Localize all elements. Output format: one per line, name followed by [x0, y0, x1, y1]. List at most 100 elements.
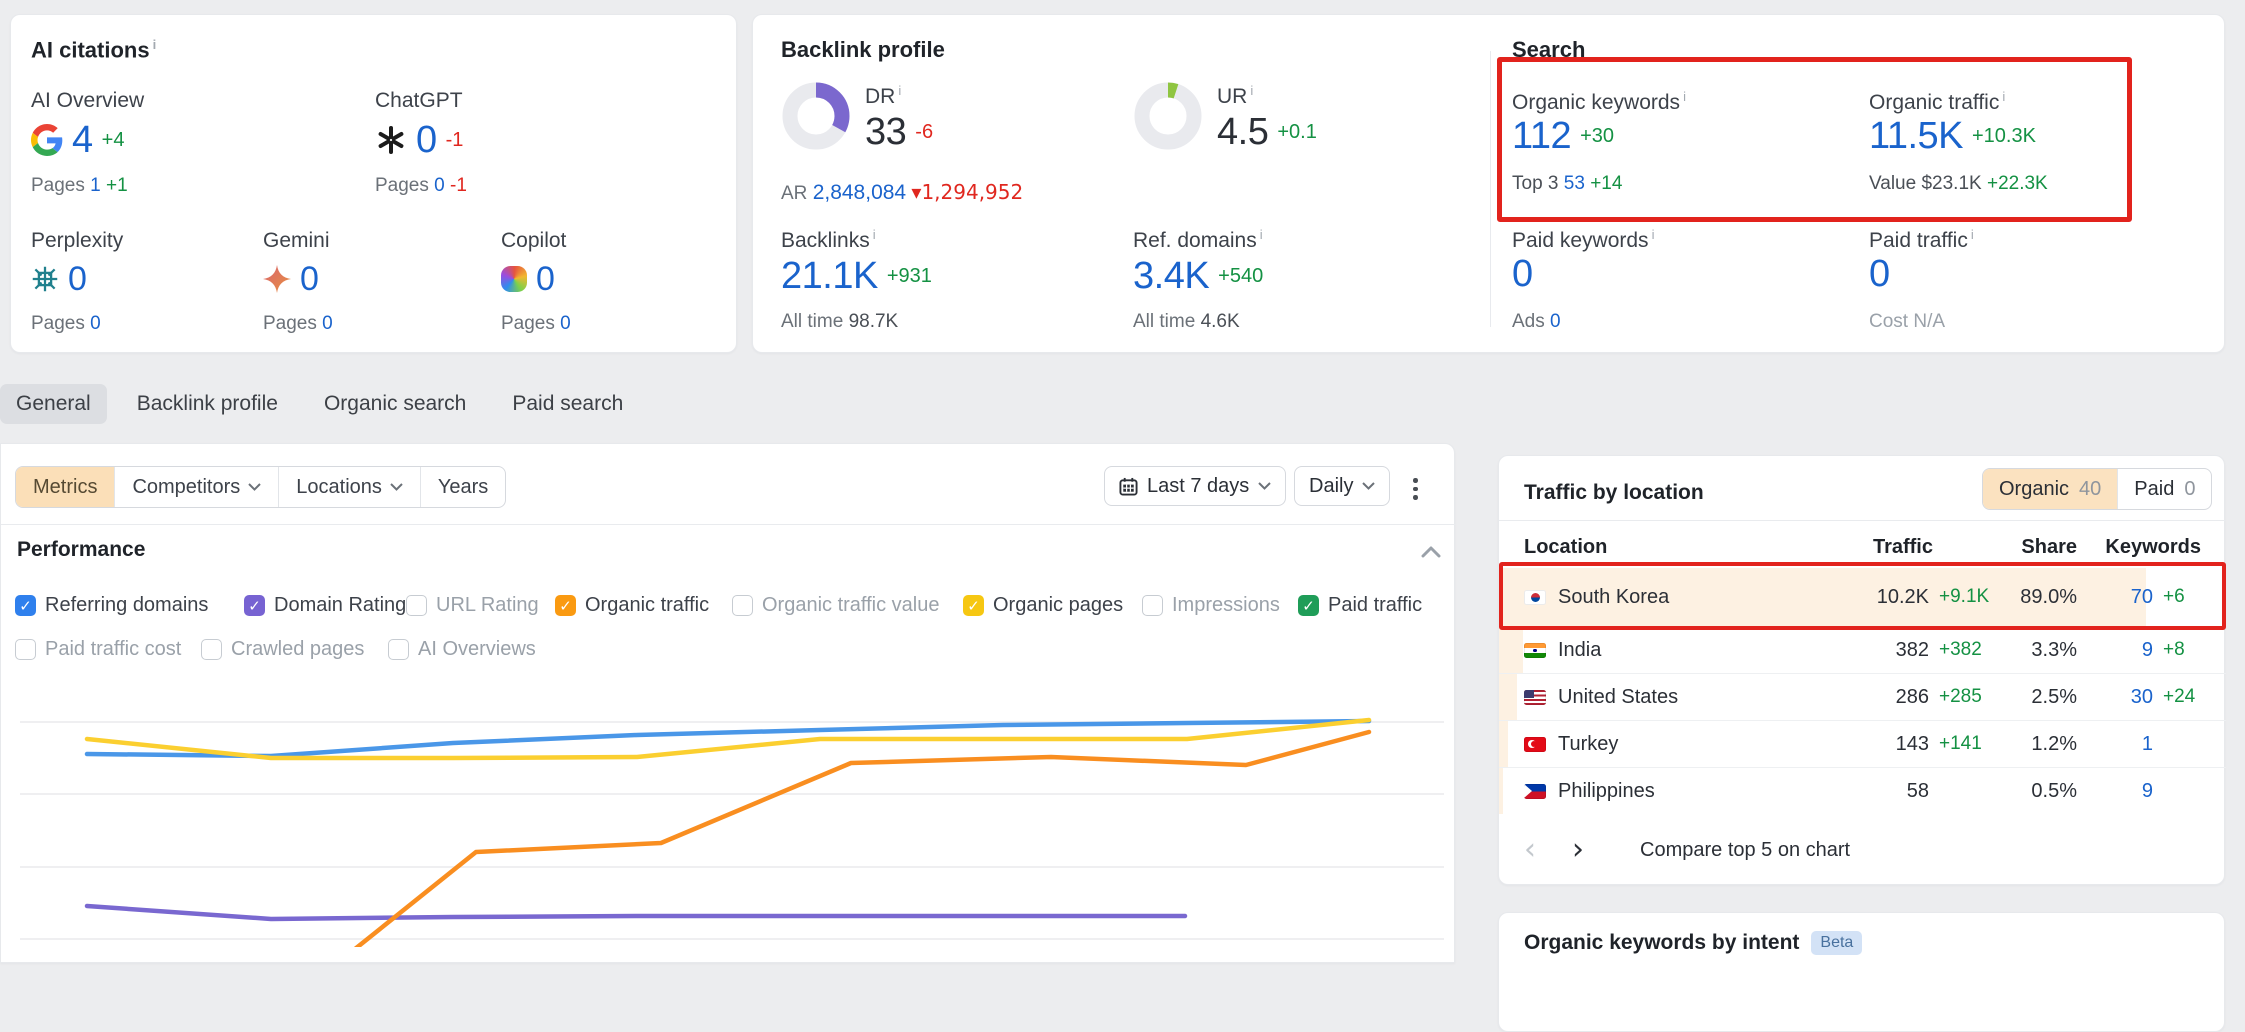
metric-checkbox-url-rating[interactable]: URL Rating	[406, 594, 539, 617]
metric-checkbox-ai-overviews[interactable]: AI Overviews	[388, 638, 536, 661]
info-icon[interactable]	[1250, 83, 1253, 98]
chevron-down-icon	[248, 483, 261, 491]
info-icon[interactable]	[1260, 227, 1263, 242]
date-range-button[interactable]: Last 7 days	[1104, 466, 1287, 506]
calendar-icon	[1119, 477, 1138, 496]
organic-paid-toggle: Organic 40 Paid 0	[1982, 468, 2213, 510]
organic-keywords-value[interactable]: 112	[1512, 115, 1572, 157]
organic-keywords-intent-card: Organic keywords by intent Beta	[1498, 912, 2225, 1032]
traffic-table-header: Location Traffic Share Keywords	[1524, 535, 2201, 558]
organic-traffic-label: Organic traffic	[1869, 89, 2005, 115]
table-row-turkey[interactable]: Turkey 143 +141 1.2% 1	[1499, 720, 2226, 767]
metric-checkbox-crawled-pages[interactable]: Crawled pages	[201, 638, 364, 661]
report-segments: Metrics Competitors Locations Years	[15, 466, 507, 508]
segment-metrics[interactable]: Metrics	[16, 467, 115, 507]
table-row-philippines[interactable]: Philippines 58 0.5% 9	[1499, 767, 2226, 814]
dr-metric: 33 -6	[865, 111, 933, 154]
metric-checkbox-paid-traffic-cost[interactable]: Paid traffic cost	[15, 638, 181, 661]
card-divider	[1499, 520, 2226, 521]
table-row-south-korea[interactable]: South Korea 10.2K +9.1K 89.0% 70 +6	[1499, 568, 2226, 626]
copilot-value[interactable]: 0	[536, 259, 555, 298]
ai-overview-pages: Pages 1 +1	[31, 175, 128, 196]
ur-donut-chart	[1134, 82, 1202, 150]
compare-top5-link[interactable]: Compare top 5 on chart	[1640, 838, 1851, 861]
tab-general[interactable]: General	[0, 384, 107, 424]
chevron-down-icon	[1362, 482, 1376, 490]
ai-overview-value[interactable]: 4	[72, 118, 93, 161]
top3-row: Top 3 53 +14	[1512, 173, 1623, 194]
granularity-button[interactable]: Daily	[1294, 466, 1391, 506]
copilot-pages: Pages 0	[501, 313, 571, 334]
table-row-india[interactable]: India 382 +382 3.3% 9 +8	[1499, 626, 2226, 673]
overview-tabs: General Backlink profile Organic search …	[0, 384, 639, 424]
ar-value[interactable]: 2,848,084	[812, 181, 907, 204]
chatgpt-delta: -1	[445, 128, 464, 151]
ar-row: AR 2,848,084 ▾1,294,952	[781, 180, 1024, 204]
segment-years[interactable]: Years	[419, 467, 505, 507]
share-fill-bar	[1499, 568, 2147, 626]
gemini-metric: 0	[263, 257, 319, 301]
metric-checkbox-paid-traffic[interactable]: Paid traffic	[1298, 594, 1422, 617]
prev-page-chevron-icon[interactable]: ‹	[1524, 832, 1536, 867]
ur-delta: +0.1	[1277, 121, 1317, 143]
backlink-profile-title: Backlink profile	[781, 37, 945, 62]
gemini-value[interactable]: 0	[300, 259, 319, 298]
info-icon[interactable]	[873, 227, 876, 242]
collapse-chevron-up-icon[interactable]	[1421, 546, 1441, 558]
next-page-chevron-icon[interactable]: ›	[1572, 832, 1584, 867]
toggle-organic[interactable]: Organic 40	[1983, 469, 2118, 509]
tab-organic-search[interactable]: Organic search	[323, 392, 467, 415]
gemini-icon	[263, 265, 291, 293]
ref-domains-delta: +540	[1218, 265, 1264, 287]
ai-citations-title: AI citations	[31, 37, 156, 63]
ai-overview-label: AI Overview	[31, 89, 145, 112]
traffic-table-body: South Korea 10.2K +9.1K 89.0% 70 +6 Indi…	[1499, 568, 2226, 814]
info-icon[interactable]	[1652, 227, 1655, 242]
ref-domains-value[interactable]: 3.4K	[1133, 255, 1210, 297]
metric-checkbox-impressions[interactable]: Impressions	[1142, 594, 1280, 617]
share-fill-bar	[1499, 721, 1508, 767]
checkbox-icon	[15, 595, 36, 616]
chatgpt-value[interactable]: 0	[416, 118, 437, 161]
segment-competitors[interactable]: Competitors	[114, 467, 278, 507]
chart-line-domain-rating	[84, 903, 1188, 922]
info-icon[interactable]	[2002, 89, 2005, 104]
share-fill-bar	[1499, 627, 1523, 673]
ur-label: UR	[1217, 83, 1253, 109]
paid-traffic-value[interactable]: 0	[1869, 253, 1890, 295]
ur-value: 4.5	[1217, 111, 1269, 153]
dr-delta: -6	[915, 121, 934, 143]
metric-checkbox-organic-pages[interactable]: Organic pages	[963, 594, 1123, 617]
performance-title: Performance	[17, 538, 146, 561]
chatgpt-icon	[378, 126, 404, 154]
info-icon[interactable]	[898, 83, 901, 98]
tab-paid-search[interactable]: Paid search	[512, 392, 624, 415]
perplexity-pages: Pages 0	[31, 313, 101, 334]
paid-keywords-value[interactable]: 0	[1512, 253, 1533, 295]
backlinks-value[interactable]: 21.1K	[781, 255, 878, 297]
chart-line-organic-traffic	[353, 729, 1372, 947]
checkbox-icon	[406, 595, 427, 616]
flag-united-states-icon	[1524, 689, 1546, 705]
flag-philippines-icon	[1524, 783, 1546, 799]
metric-checkbox-organic-traffic-value[interactable]: Organic traffic value	[732, 594, 940, 617]
perplexity-value[interactable]: 0	[68, 259, 87, 298]
segment-locations[interactable]: Locations	[278, 467, 420, 507]
info-icon[interactable]	[1971, 227, 1974, 242]
metric-checkbox-domain-rating[interactable]: Domain Rating	[244, 594, 406, 617]
tab-backlink-profile[interactable]: Backlink profile	[136, 392, 278, 415]
flag-turkey-icon	[1524, 736, 1546, 752]
table-row-united-states[interactable]: United States 286 +285 2.5% 30 +24	[1499, 673, 2226, 720]
toggle-paid[interactable]: Paid 0	[2117, 469, 2211, 509]
backlinks-delta: +931	[886, 265, 932, 287]
ads-row: Ads 0	[1512, 311, 1561, 332]
more-options-kebab-icon[interactable]	[1407, 470, 1424, 508]
ref-domains-label: Ref. domains	[1133, 227, 1263, 253]
checkbox-icon	[244, 595, 265, 616]
metric-checkbox-referring-domains[interactable]: Referring domains	[15, 594, 208, 617]
info-icon[interactable]	[1683, 89, 1686, 104]
organic-traffic-value[interactable]: 11.5K	[1869, 115, 1963, 157]
ar-delta: ▾1,294,952	[911, 180, 1024, 204]
metric-checkbox-organic-traffic[interactable]: Organic traffic	[555, 594, 709, 617]
info-icon[interactable]	[153, 37, 157, 52]
